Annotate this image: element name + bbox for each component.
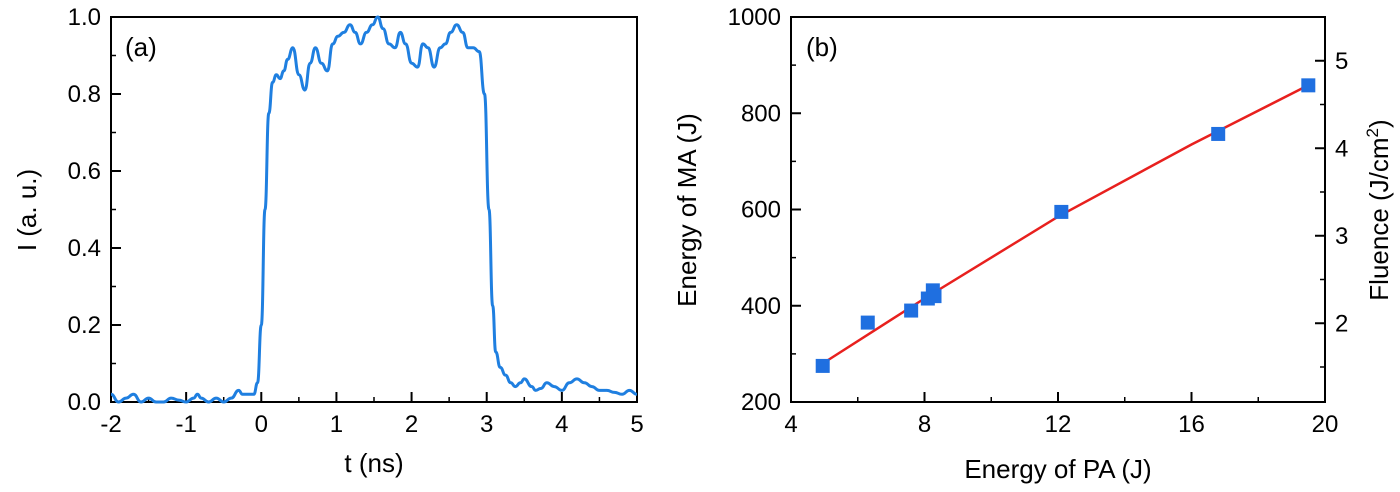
data-points	[815, 78, 1316, 373]
y-tick-label-a: 0.2	[68, 312, 101, 339]
y-tick-label-a: 0.6	[68, 158, 101, 185]
panel-label-a: (a)	[125, 32, 157, 62]
y-tick-labels-a: 0.0 0.2 0.4 0.6 0.8 1.0	[68, 4, 101, 416]
panel-b: 4 8 12 16 20 200 400 600 800 1000 2 3 4 5 (b) Energ…	[672, 4, 1394, 484]
y-tick-label-b: 800	[741, 100, 781, 127]
y-tick-label-a: 0.4	[68, 235, 101, 262]
x-tick-label-a: -1	[175, 411, 196, 438]
tick-group-a	[110, 16, 638, 403]
y-tick-label-a: 0.8	[68, 81, 101, 108]
panel-a: -2 -1 0 1 2 3 4 5 0.0 0.2 0.4 0.6 0.8 1.0 (a) t (ns)…	[12, 4, 644, 478]
data-point	[1054, 204, 1069, 219]
x-tick-label-b: 8	[918, 411, 931, 438]
x-tick-label-a: 4	[555, 411, 568, 438]
x-tick-label-a: 3	[480, 411, 493, 438]
x-tick-label-a: 1	[330, 411, 343, 438]
x-tick-label-b: 12	[1045, 411, 1072, 438]
y-tick-label-b: 200	[741, 389, 781, 416]
x-tick-label-a: 0	[255, 411, 268, 438]
y-tick-labels-b: 200 400 600 800 1000	[728, 4, 781, 416]
y-tick-label-b: 600	[741, 197, 781, 224]
y-tick-label-a: 1.0	[68, 4, 101, 31]
y-tick-label-a: 0.0	[68, 389, 101, 416]
data-point	[1211, 126, 1226, 141]
x-tick-labels-b: 4 8 12 16 20	[784, 411, 1338, 438]
x-tick-label-b: 20	[1312, 411, 1339, 438]
x-tick-label-b: 4	[784, 411, 797, 438]
x-tick-label-a: 5	[630, 411, 643, 438]
x-axis-title-b: Energy of PA (J)	[964, 454, 1151, 484]
y-tick-label-b: 1000	[728, 4, 781, 31]
x-tick-label-a: 2	[405, 411, 418, 438]
data-point	[860, 315, 875, 330]
y2-axis-title-b: Fluence (J/cm2)	[1363, 119, 1394, 300]
fit-line	[822, 84, 1309, 365]
data-point	[1301, 78, 1316, 93]
plot-frame-a	[110, 16, 638, 403]
y2-tick-labels-b: 2 3 4 5	[1335, 48, 1348, 338]
x-axis-title-a: t (ns)	[344, 448, 403, 478]
y2-tick-label-b: 4	[1335, 135, 1348, 162]
tick-group-b	[790, 16, 1326, 403]
data-point	[904, 303, 919, 318]
x-tick-labels-a: -2 -1 0 1 2 3 4 5	[100, 411, 643, 438]
y2-tick-label-b: 3	[1335, 223, 1348, 250]
x-tick-label-a: -2	[100, 411, 121, 438]
x-tick-label-b: 16	[1178, 411, 1205, 438]
data-point	[927, 289, 942, 304]
y-axis-title-b: Energy of MA (J)	[672, 113, 702, 307]
y-tick-label-b: 400	[741, 293, 781, 320]
y-axis-title-a: I (a. u.)	[12, 169, 42, 251]
y2-tick-label-b: 5	[1335, 48, 1348, 75]
intensity-curve	[110, 15, 638, 404]
panel-label-b: (b)	[806, 32, 838, 62]
data-point	[815, 358, 830, 373]
y2-tick-label-b: 2	[1335, 310, 1348, 337]
